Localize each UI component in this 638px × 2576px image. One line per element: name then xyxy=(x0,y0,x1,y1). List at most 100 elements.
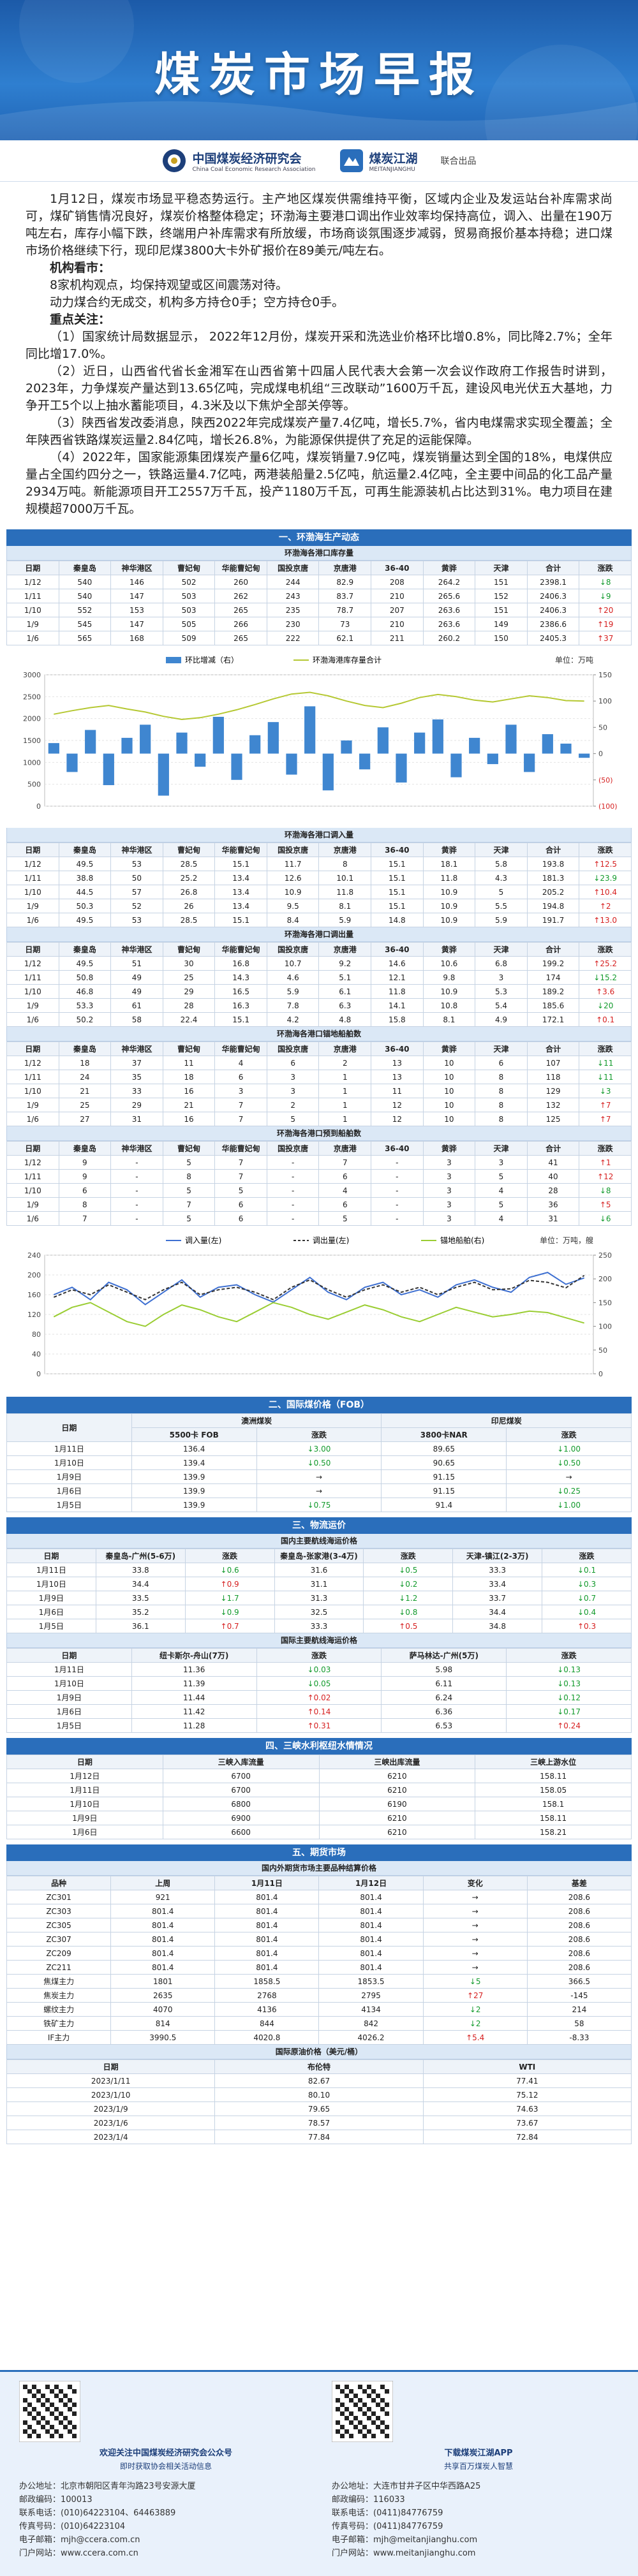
qr-dot xyxy=(349,2398,353,2403)
table-cell: 73 xyxy=(318,617,372,631)
column-header: 涨跌 xyxy=(363,1549,454,1563)
table-cell: ↑10.4 xyxy=(579,885,632,899)
table-cell: 6210 xyxy=(318,1783,476,1797)
column-header: 上周 xyxy=(110,1876,216,1890)
table-row: 1/9 8-7 6-6-3 5 36 ↑5 xyxy=(6,1197,632,1212)
table-cell: ↓0.6 xyxy=(184,1563,275,1577)
qr-dot xyxy=(45,2420,50,2425)
table-cell: 6800 xyxy=(162,1797,320,1811)
table-cell: 12.1 xyxy=(371,970,424,985)
table-cell: 146 xyxy=(110,575,163,589)
column-header: 黄骅 xyxy=(422,843,476,857)
table-cell: 31 xyxy=(110,1112,163,1126)
table-cell: ↑7 xyxy=(579,1112,632,1126)
table-row: 1月11日 33.8 ↓0.6 31.6 ↓0.5 33.3 ↓0.1 xyxy=(6,1563,632,1577)
table-cell: 8 xyxy=(475,1070,528,1084)
table-cell: 6.24 xyxy=(381,1690,507,1705)
table-cell: 8 xyxy=(318,857,372,871)
table-row: 1/6 49.5 53 28.5 15.1 8.4 5.9 14.8 10.9 5.9 191.7 ↑… xyxy=(6,913,632,927)
table-cell: 211 xyxy=(371,631,424,645)
table-cell: 5.8 xyxy=(475,857,528,871)
column-header: 华能曹妃甸 xyxy=(214,942,267,957)
table-cell: 801.4 xyxy=(318,1932,424,1947)
column-header: 神华港区 xyxy=(110,942,163,957)
table-cell: ZC301 xyxy=(6,1890,112,1904)
qr-dot xyxy=(59,2411,63,2416)
table-cell: 5 xyxy=(475,1197,528,1212)
table-cell: 15.1 xyxy=(214,913,267,927)
table-cell: 11.7 xyxy=(266,857,320,871)
column-header: 日期 xyxy=(6,1413,132,1442)
table-cell: 6190 xyxy=(318,1797,476,1811)
column-header: 秦皇岛 xyxy=(58,561,112,575)
table-row: 1/10 21 33 16 3 3 1 11 10 8 129 ↓3 xyxy=(6,1084,632,1098)
column-header: 秦皇岛-张家港(3-4万) xyxy=(274,1549,364,1563)
bar xyxy=(579,753,590,758)
table-cell: 75.12 xyxy=(422,2087,632,2102)
qr-dot xyxy=(36,2420,41,2425)
table-cell: IF主力 xyxy=(6,2030,112,2045)
table-cell: 35.2 xyxy=(95,1605,186,1619)
qr-dot xyxy=(32,2416,36,2420)
table-cell: 28 xyxy=(526,1183,580,1198)
qr-dot xyxy=(27,2389,32,2394)
qr-dot xyxy=(358,2398,362,2403)
table-cell: 243 xyxy=(266,589,320,603)
qr-dot xyxy=(45,2398,50,2403)
section-title: 三、物流运价 xyxy=(6,1517,632,1534)
table-cell: ↑12 xyxy=(579,1169,632,1184)
qr-dot xyxy=(376,2403,380,2407)
column-header: 京唐港 xyxy=(318,1141,372,1156)
table-cell: 265.6 xyxy=(422,589,476,603)
qr-dot xyxy=(41,2425,45,2429)
table-cell: 58 xyxy=(526,2016,632,2031)
table-cell: 1月10日 xyxy=(6,1676,132,1691)
qr-dot xyxy=(367,2407,371,2411)
y2-tick-label: 250 xyxy=(598,1251,612,1260)
bar xyxy=(469,737,480,754)
table-row: 1/10 552 153 503 265 235 78.7 207 263.6 151 2406.3… xyxy=(6,603,632,617)
table-cell: 53 xyxy=(110,913,163,927)
table-cell: ↓11 xyxy=(579,1056,632,1070)
table-cell: 10 xyxy=(422,1070,476,1084)
column-header: 涨跌 xyxy=(506,1427,632,1442)
table-block: 日期 澳洲煤炭 印尼煤炭 5500卡 FOB 涨跌 3800卡NAR 涨跌 1月11日 136.… xyxy=(6,1413,632,1512)
outlook-item: 动力煤合约无成交，机构多方持仓0手；空方持仓0手。 xyxy=(50,295,345,309)
qr-dot xyxy=(358,2407,362,2411)
table-cell: 15.1 xyxy=(371,871,424,885)
qr-dot xyxy=(54,2385,59,2389)
table-cell: 82.67 xyxy=(214,2073,424,2088)
footer-caption: 欢迎关注中国煤炭经济研究会公众号 xyxy=(99,2448,232,2458)
table-cell: 1/10 xyxy=(6,885,59,899)
contact-line: 门户网站：www.ccera.com.cn xyxy=(19,2549,138,2558)
qr-dot xyxy=(72,2425,77,2429)
qr-dot xyxy=(340,2389,345,2394)
y-tick-label: 240 xyxy=(27,1251,41,1260)
org-name: 煤炭江湖 xyxy=(369,151,418,166)
table-cell: 77.84 xyxy=(214,2130,424,2144)
column-header: 天津 xyxy=(475,843,528,857)
column-header: 天津 xyxy=(475,1041,528,1056)
table-cell: ZC305 xyxy=(6,1918,112,1932)
table-cell: 5.9 xyxy=(266,984,320,999)
column-header: 基差 xyxy=(526,1876,632,1890)
table-cell: ↓0.13 xyxy=(506,1676,632,1691)
qr-code xyxy=(19,2380,81,2443)
table-cell: 11.8 xyxy=(422,871,476,885)
table-cell: 1月5日 xyxy=(6,1718,132,1733)
bar xyxy=(359,753,371,770)
table-cell: 235 xyxy=(266,603,320,617)
table-row: 1月6日 6600 6210 158.21 xyxy=(6,1825,632,1839)
table-row: 1月9日 139.9 → 91.15 → xyxy=(6,1469,632,1484)
qr-dot xyxy=(336,2429,340,2434)
qr-dot xyxy=(367,2416,371,2420)
table-cell: 801.4 xyxy=(110,1904,216,1918)
table-cell: 208.6 xyxy=(526,1960,632,1975)
table-cell: 208.6 xyxy=(526,1918,632,1932)
table-cell: 28 xyxy=(162,998,216,1013)
table-cell: 5 xyxy=(475,885,528,899)
table-cell: 33.5 xyxy=(95,1591,186,1605)
table-cell: 8.1 xyxy=(422,1012,476,1027)
table-cell: 1月10日 xyxy=(6,1577,96,1591)
table-cell: 158.1 xyxy=(475,1797,632,1811)
